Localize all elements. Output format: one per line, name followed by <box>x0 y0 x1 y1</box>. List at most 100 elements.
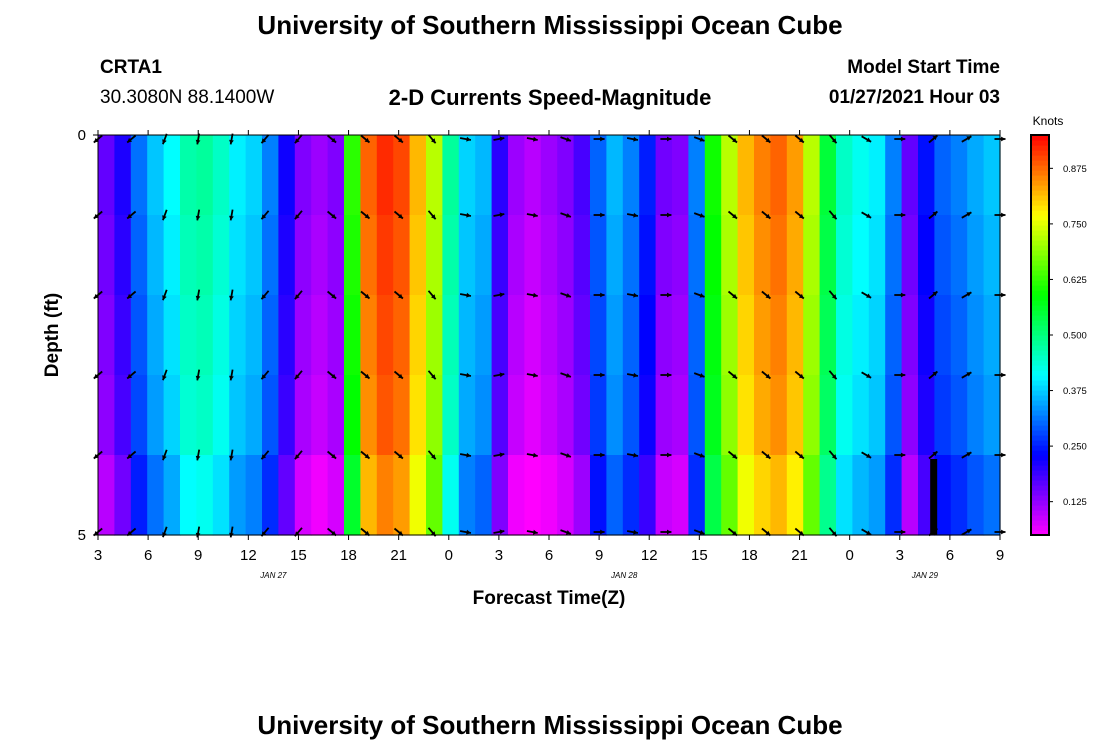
current-arrow <box>828 210 838 220</box>
arrow-head <box>866 137 872 142</box>
arrow-head <box>798 293 804 299</box>
x-tick-label: 6 <box>144 547 152 564</box>
heatmap-cell <box>98 295 115 376</box>
heatmap-cell <box>672 375 689 456</box>
colorbar: Knots 0.125 0.250 0.375 0.500 0.625 0.750 0.875 <box>1030 114 1087 536</box>
current-arrow <box>427 450 437 460</box>
page-title: University of Southern Mississippi Ocean… <box>257 10 843 40</box>
colorbar-segment <box>1031 450 1049 456</box>
heatmap-cell <box>934 375 952 456</box>
heatmap-cell <box>524 455 542 536</box>
heatmap-cell <box>918 375 935 456</box>
model-start-label: Model Start Time <box>847 57 1000 78</box>
colorbar-segment <box>1031 190 1049 196</box>
heatmap-cell <box>819 455 837 536</box>
colorbar-segment <box>1031 250 1049 256</box>
heatmap-cell <box>934 455 952 536</box>
colorbar-segment <box>1031 345 1049 351</box>
arrow-head <box>1001 372 1006 378</box>
current-arrow <box>327 134 337 144</box>
current-arrow <box>427 210 437 220</box>
heatmap-cell <box>704 375 722 456</box>
colorbar-segment <box>1031 360 1049 366</box>
arrow-head <box>633 292 638 298</box>
arrow-head <box>932 135 938 141</box>
current-arrow <box>794 210 805 220</box>
arrow-head <box>932 451 938 457</box>
heatmap-cell <box>983 295 1001 376</box>
arrow-head <box>261 374 267 380</box>
x-tick-label: 0 <box>845 547 853 564</box>
current-arrow <box>593 372 605 378</box>
arrow-head <box>331 137 337 143</box>
colorbar-segment <box>1031 230 1049 236</box>
arrow-head <box>93 530 99 536</box>
arrow-head <box>966 136 972 141</box>
heatmap-cell <box>983 215 1001 296</box>
current-arrow <box>162 209 168 221</box>
heatmap-cell <box>163 135 181 216</box>
heatmap-cell <box>360 375 378 456</box>
heatmap-cell <box>508 375 525 456</box>
arrow-head <box>195 139 201 145</box>
heatmap-cell <box>852 135 870 216</box>
current-arrow <box>794 450 805 460</box>
heatmap-cell <box>721 455 739 536</box>
current-arrow <box>493 212 505 218</box>
arrow-head <box>195 375 201 381</box>
heatmap-cell <box>885 135 903 216</box>
heatmap-cell <box>294 375 312 456</box>
heatmap-cell <box>130 135 148 216</box>
model-start-value: 01/27/2021 Hour 03 <box>828 87 1000 108</box>
heatmap-cell <box>950 375 968 456</box>
arrow-head <box>900 212 906 218</box>
colorbar-segment <box>1031 140 1049 146</box>
heatmap-cell <box>672 455 689 536</box>
arrow-head <box>699 530 705 535</box>
colorbar-tick-label: 0.500 <box>1063 331 1087 342</box>
colorbar-segment <box>1031 395 1049 401</box>
heatmap-cell <box>245 375 263 456</box>
colorbar-tick-label: 0.875 <box>1063 164 1087 175</box>
arrow-head <box>765 213 771 219</box>
arrow-head <box>831 214 837 220</box>
current-arrow <box>229 289 234 301</box>
current-arrow <box>928 450 938 460</box>
colorbar-segment <box>1031 495 1049 501</box>
arrow-head <box>499 372 505 378</box>
heatmap-cell <box>655 375 673 456</box>
current-arrow <box>727 370 738 380</box>
arrow-head <box>294 454 300 460</box>
current-arrow <box>894 212 906 218</box>
colorbar-segment <box>1031 195 1049 201</box>
x-tick-label: 3 <box>896 547 904 564</box>
heatmap-cell <box>868 455 886 536</box>
current-arrow <box>626 372 639 378</box>
heatmap-cell <box>360 215 378 296</box>
arrow-head <box>966 292 972 297</box>
heatmap-cell <box>212 455 230 536</box>
colorbar-segment <box>1031 510 1049 516</box>
arrow-head <box>765 293 771 299</box>
current-arrow <box>761 450 771 460</box>
colorbar-segment <box>1031 440 1049 446</box>
heatmap-cell <box>770 295 788 376</box>
colorbar-segment <box>1031 490 1049 496</box>
heatmap-cell <box>508 455 525 536</box>
arrow-head <box>866 373 872 378</box>
heatmap-cell <box>639 135 657 216</box>
heatmap-cell <box>918 215 935 296</box>
heatmap-cell <box>409 455 427 536</box>
heatmap-cell <box>704 215 722 296</box>
heatmap-cell <box>229 375 247 456</box>
heatmap-cell <box>393 375 411 456</box>
arrow-head <box>294 374 300 380</box>
date-label: JAN 29 <box>911 571 939 580</box>
arrow-head <box>900 452 906 458</box>
heatmap-cell <box>786 375 804 456</box>
current-arrow <box>327 290 337 300</box>
station-id: CRTA1 <box>100 57 162 78</box>
arrow-head <box>866 213 872 218</box>
heatmap-cell <box>885 215 903 296</box>
x-tick-label: 15 <box>691 547 708 564</box>
